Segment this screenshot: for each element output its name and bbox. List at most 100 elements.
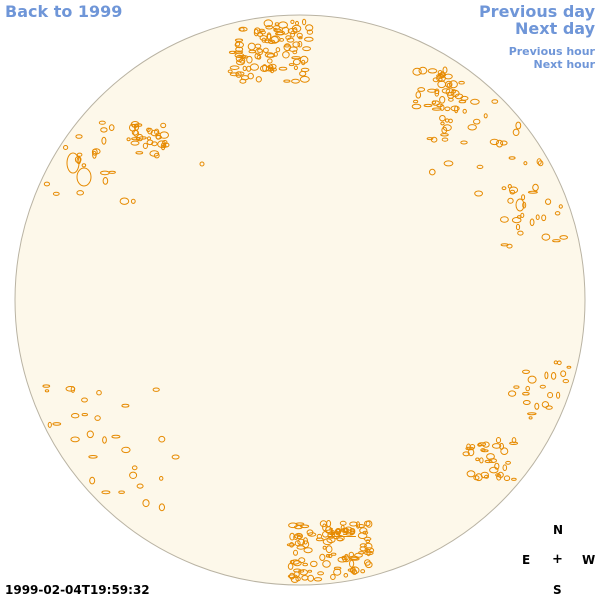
contour-speck: [552, 239, 561, 243]
contour-speck: [547, 392, 554, 399]
contour-speck: [434, 88, 440, 95]
contour-speck: [475, 457, 480, 462]
contour-speck: [276, 30, 286, 36]
contour-speck: [358, 551, 365, 555]
contour-speck: [412, 67, 422, 76]
contour-speck: [288, 46, 298, 52]
contour-speck: [108, 124, 115, 131]
contour-speck: [288, 522, 298, 529]
contour-speck: [489, 138, 500, 146]
contour-speck: [126, 137, 131, 142]
contour-speck: [333, 568, 342, 576]
contour-speck: [313, 577, 323, 582]
contour-speck: [161, 144, 167, 148]
contour-speck: [42, 384, 51, 388]
contour-speck: [366, 549, 371, 557]
contour-speck: [146, 139, 154, 146]
contour-speck: [44, 389, 50, 393]
contour-speck: [458, 80, 465, 85]
contour-speck: [491, 99, 499, 104]
contour-speck: [307, 569, 313, 573]
next-hour-link[interactable]: Next hour: [533, 58, 596, 71]
contour-speck: [247, 42, 256, 51]
contour-speck: [343, 573, 349, 578]
year-label-link[interactable]: 1999: [328, 527, 356, 538]
contour-speck: [444, 106, 451, 112]
contour-speck: [448, 80, 458, 89]
contour-speck: [98, 120, 106, 125]
contour-speck: [317, 571, 325, 576]
contour-speck: [527, 375, 537, 384]
contour-speck: [545, 405, 553, 410]
contour-speck: [129, 471, 138, 479]
contour-speck: [293, 65, 298, 71]
contour-speck: [262, 64, 268, 72]
contour-speck: [528, 416, 533, 420]
contour-speck: [562, 379, 569, 384]
contour-speck: [484, 474, 489, 479]
contour-speck: [349, 521, 358, 527]
contour-speck: [89, 476, 96, 485]
contour-speck: [327, 554, 333, 558]
contour-speck: [278, 66, 288, 71]
contour-speck: [556, 360, 562, 366]
contour-speck: [566, 365, 572, 369]
contour-speck: [560, 370, 567, 378]
contour-speck: [267, 64, 274, 70]
contour-speck: [550, 372, 557, 380]
contour-speck: [500, 140, 508, 146]
next-day-link[interactable]: Next day: [515, 19, 595, 38]
contour-speck: [532, 183, 539, 192]
contour-speck: [310, 560, 318, 568]
contour-speck: [522, 369, 530, 374]
contour-speck: [263, 19, 273, 28]
contour-speck: [439, 115, 446, 122]
contour-speck: [507, 390, 517, 397]
back-to-year-link[interactable]: Back to 1999: [5, 2, 123, 21]
contour-speck: [345, 532, 354, 536]
contour-speck: [319, 553, 326, 562]
contour-speck: [283, 43, 292, 52]
contour-speck: [544, 371, 549, 380]
contour-speck: [102, 177, 109, 185]
contour-speck: [255, 76, 262, 83]
contour-speck: [121, 446, 131, 454]
contour-speck: [153, 152, 160, 159]
contour-speck: [299, 55, 309, 64]
contour-speck: [438, 77, 443, 82]
contour-speck: [142, 499, 150, 508]
contour-speck: [100, 127, 108, 133]
contour-speck: [445, 88, 455, 96]
contour-speck: [495, 139, 504, 148]
contour-speck: [431, 107, 442, 111]
contour-speck: [288, 63, 295, 67]
contour-speck: [500, 243, 509, 247]
contour-speck: [130, 140, 140, 146]
contour-speck: [450, 105, 460, 112]
contour-speck: [339, 520, 347, 526]
contour-speck: [268, 39, 276, 44]
contour-speck: [349, 566, 360, 575]
contour-speck: [466, 443, 471, 450]
contour-speck: [286, 543, 295, 547]
previous-day-link[interactable]: Previous day: [478, 2, 595, 21]
contour-speck: [508, 186, 519, 194]
contour-speck: [415, 91, 422, 99]
contour-speck: [303, 537, 308, 545]
contour-speck: [503, 475, 511, 482]
contour-speck: [302, 562, 309, 567]
contour-speck: [330, 574, 336, 580]
contour-speck: [423, 103, 433, 108]
contour-speck: [473, 118, 481, 125]
previous-hour-link[interactable]: Previous hour: [508, 45, 595, 58]
contour-speck: [158, 503, 165, 512]
contour-speck: [527, 190, 538, 194]
contour-speck: [541, 401, 550, 408]
contour-speck: [466, 470, 476, 478]
contour-speck: [138, 136, 147, 140]
contour-speck: [446, 82, 452, 88]
contour-speck: [81, 397, 88, 403]
contour-speck: [306, 29, 314, 35]
contour-speck: [121, 403, 130, 408]
contour-speck: [290, 559, 300, 565]
